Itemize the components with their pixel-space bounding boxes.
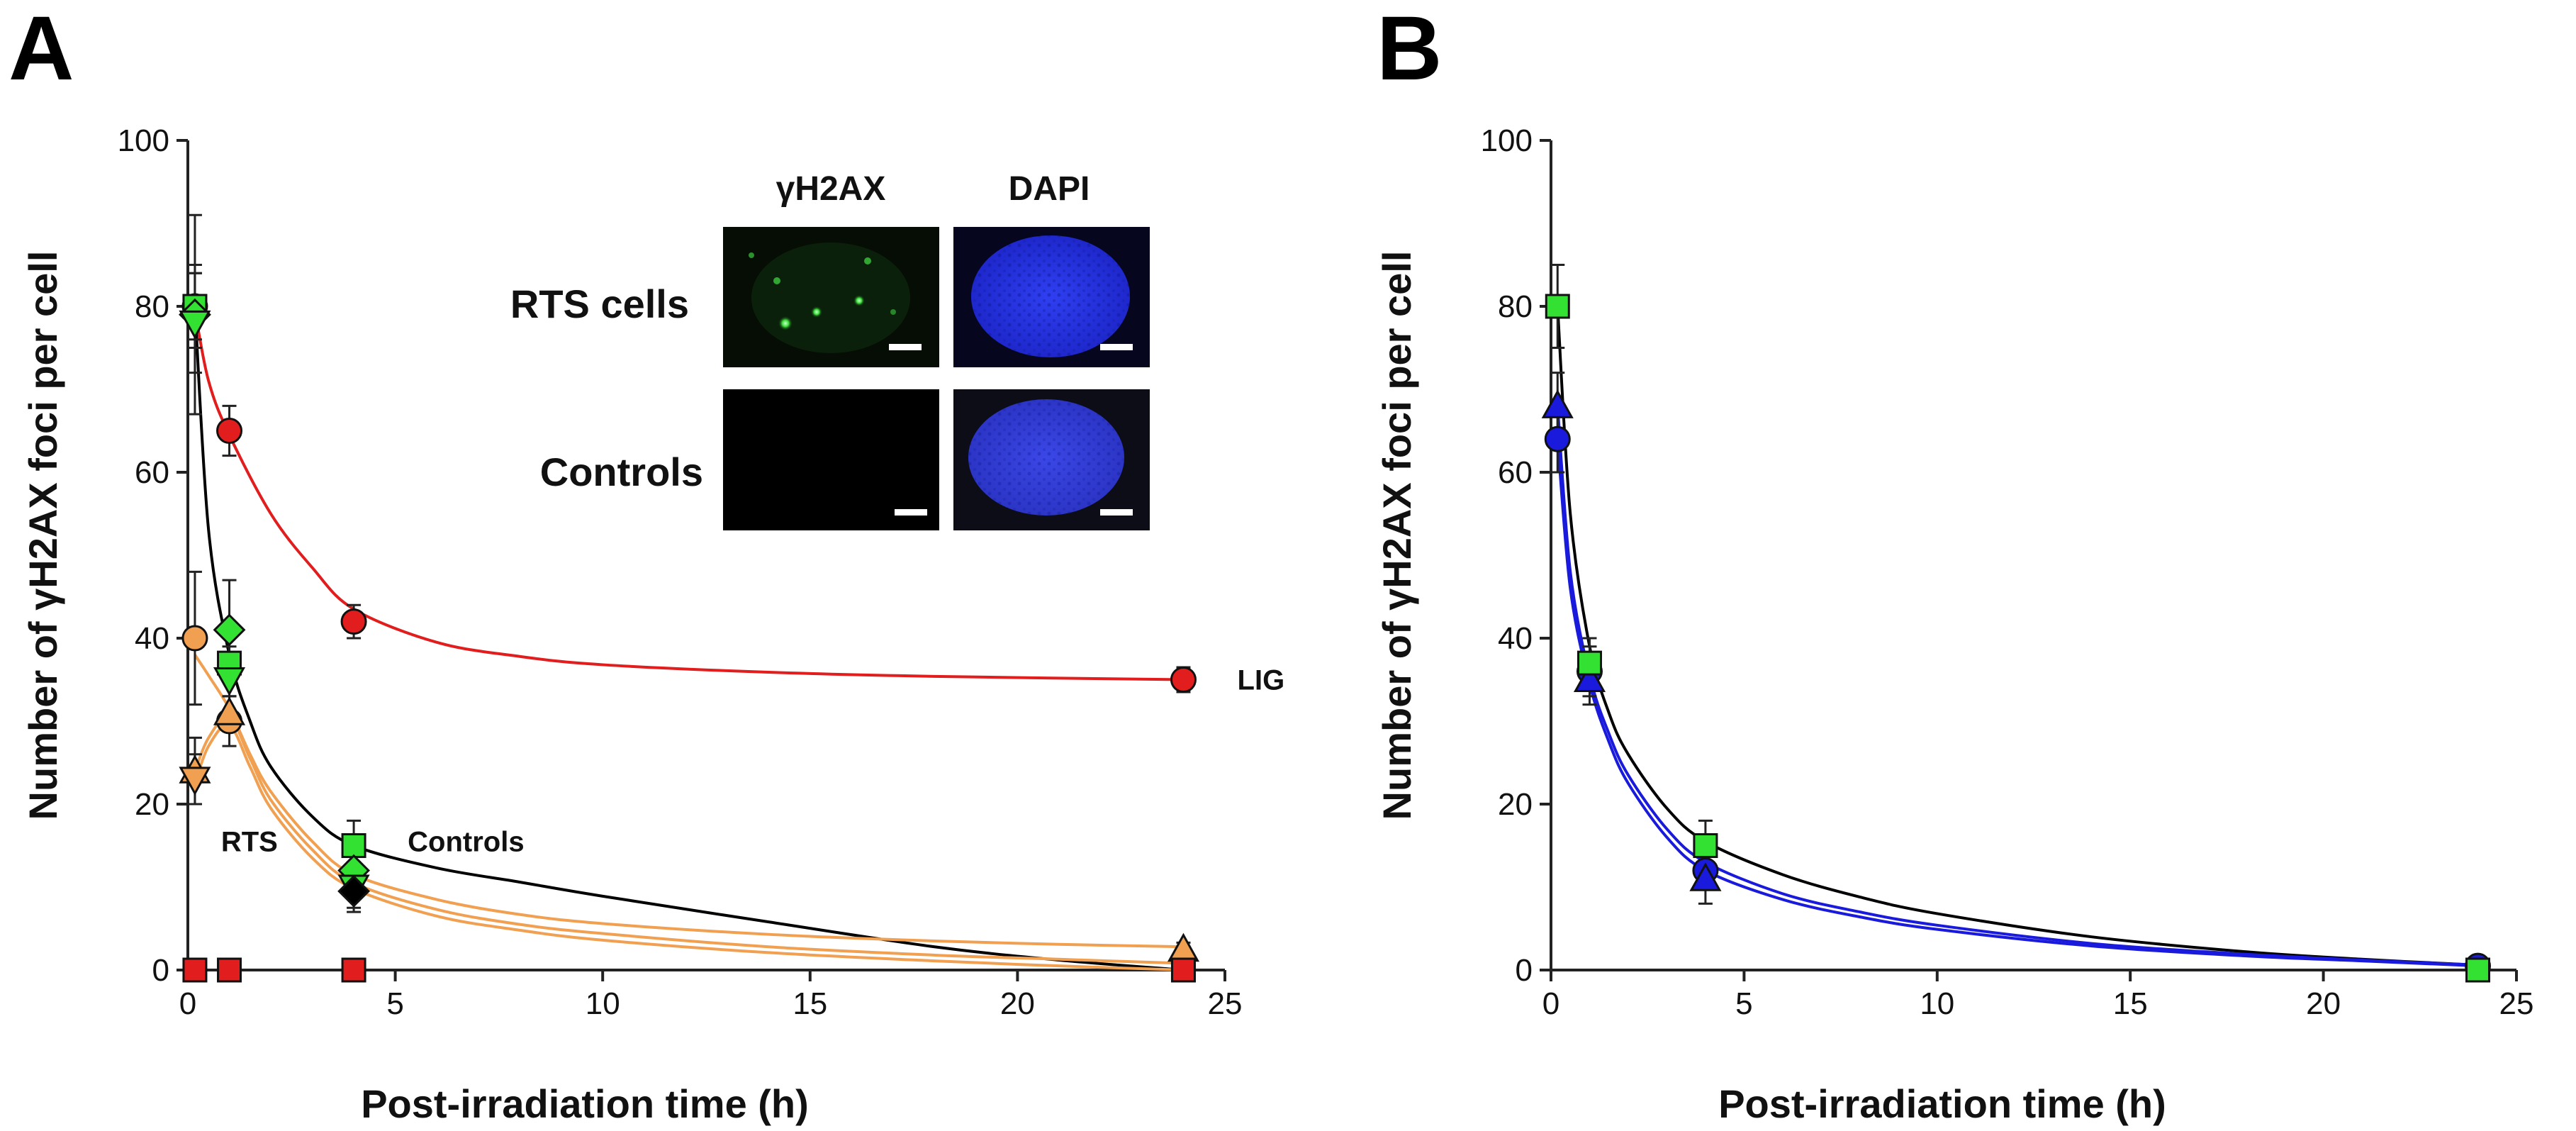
panel-a-point-red-squares (341, 957, 366, 983)
panel-a-x-tick-label: 10 (586, 986, 620, 1021)
inset-column-label-dapi: DAPI (1009, 170, 1090, 208)
panel-a-point-red-squares (217, 957, 242, 983)
panel-b-point-controls (1545, 294, 1570, 319)
panel-a-fit-curve-2 (194, 654, 1184, 949)
panel-b-y-tick-label: 100 (1481, 123, 1533, 158)
panel-b-x-tick-label: 10 (1920, 986, 1954, 1021)
panel-b-x-tick-label: 15 (2113, 986, 2148, 1021)
panel-b-point-controls (2465, 957, 2491, 983)
panel-b-y-tick-label: 80 (1498, 289, 1533, 324)
panel-a-x-tick-label: 25 (1208, 986, 1243, 1021)
panel-b-point-blue-triangle (1541, 389, 1574, 418)
panel-b-y-tick-label: 40 (1498, 621, 1533, 656)
panel-a-letter: A (9, 0, 74, 99)
micrograph-inset: γH2AX DAPI RTS cells Controls (510, 170, 1150, 530)
panel-a-point-red-squares (182, 957, 208, 983)
panel-a-point-control-3 (213, 667, 246, 696)
panel-b-x-tick-label: 25 (2499, 986, 2534, 1021)
panel-b-x-axis-label: Post-irradiation time (h) (1718, 1081, 2166, 1126)
panel-b-y-tick-label: 60 (1498, 455, 1533, 490)
panel-a-point-control-3 (179, 310, 211, 340)
panel-a-y-tick-label: 100 (118, 123, 169, 158)
control-dapi-image (953, 389, 1150, 530)
panel-a-x-tick-label: 0 (179, 986, 196, 1021)
panel-a-point-lig (216, 418, 243, 444)
panel-a-annotation-rts: RTS (221, 827, 278, 858)
rts-dapi-image (953, 227, 1150, 367)
panel-b-y-tick-label: 0 (1516, 953, 1533, 988)
panel-b-y-tick-label: 20 (1498, 787, 1533, 822)
panel-a-fit-curve-4 (194, 723, 1184, 971)
panel-b-chart: Number of γH2AX foci per cell Post-irrad… (1374, 123, 2533, 1126)
panel-b-point-controls (1693, 833, 1718, 858)
panel-a-point-lig (1170, 667, 1197, 693)
panel-a-point-black-diamond (337, 874, 371, 908)
panel-a-y-tick-label: 20 (135, 787, 169, 822)
panel-b-fit-curve-0 (1556, 306, 2478, 966)
inset-row-label-controls: Controls (540, 450, 703, 494)
panel-a-y-axis-label: Number of γH2AX foci per cell (21, 251, 65, 820)
panel-a-y-tick-label: 0 (152, 953, 169, 988)
panel-b-x-tick-label: 0 (1542, 986, 1559, 1021)
control-gh2ax-image (723, 389, 939, 530)
panel-a-fit-curve-3 (194, 715, 1184, 965)
panel-b-point-controls (1577, 650, 1602, 676)
panel-a-x-tick-label: 5 (386, 986, 403, 1021)
panel-a-annotation-lig: LIG (1238, 665, 1285, 696)
panel-a-x-tick-label: 20 (1000, 986, 1035, 1021)
inset-row-label-rts-cells: RTS cells (510, 282, 689, 326)
panel-a-point-lig (340, 608, 367, 635)
panel-a-x-axis-label: Post-irradiation time (h) (361, 1081, 809, 1126)
panel-a-point-controls (341, 833, 366, 858)
panel-a-y-tick-label: 80 (135, 289, 169, 324)
panel-b-x-tick-label: 20 (2306, 986, 2341, 1021)
panel-a-point-rts-3 (179, 767, 211, 796)
panel-a-point-rts-2 (213, 696, 246, 725)
panel-a-y-tick-label: 60 (135, 455, 169, 490)
panel-a-chart: Number of γH2AX foci per cell Post-irrad… (21, 123, 1284, 1126)
panel-b-x-tick-label: 5 (1735, 986, 1752, 1021)
panel-b-point-blue-triangle (1689, 862, 1722, 891)
panel-b-letter: B (1377, 0, 1442, 99)
panel-a-annotation-controls: Controls (408, 827, 524, 858)
panel-b-y-axis-label: Number of γH2AX foci per cell (1374, 251, 1419, 820)
rts-gh2ax-image (723, 227, 939, 367)
panel-a-point-control-2 (213, 613, 246, 647)
panel-b-point-blue-circle (1544, 425, 1571, 452)
panel-a-y-tick-label: 40 (135, 621, 169, 656)
panel-a-point-rts-1 (181, 625, 208, 652)
inset-column-label-gh2ax: γH2AX (776, 170, 886, 208)
panel-a-x-tick-label: 15 (793, 986, 827, 1021)
panel-b-point-blue-triangle (1573, 663, 1606, 692)
panel-a-point-red-squares (1170, 957, 1196, 983)
